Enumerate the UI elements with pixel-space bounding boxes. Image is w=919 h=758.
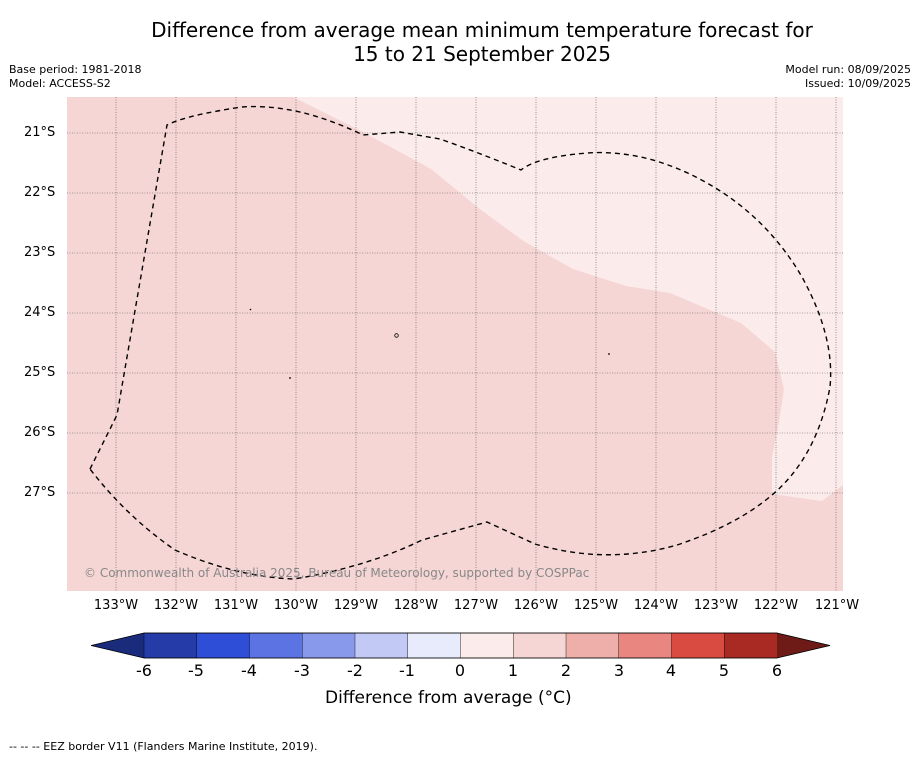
lon-label: 128°W <box>393 598 439 613</box>
colorbar-label: Difference from average (°C) <box>325 688 572 708</box>
meta-right: Model run: 08/09/2025 Issued: 10/09/2025 <box>785 63 911 91</box>
colorbar-cell <box>407 632 461 659</box>
colorbar-cell <box>671 632 725 659</box>
model-run: Model run: 08/09/2025 <box>785 63 911 76</box>
island-outline <box>394 333 399 338</box>
colorbar <box>91 632 831 659</box>
colorbar-cell <box>724 632 778 659</box>
colorbar-tick: 2 <box>560 661 572 680</box>
colorbar-cell <box>196 632 250 659</box>
colorbar-cell <box>618 632 672 659</box>
lon-label: 127°W <box>453 598 499 613</box>
map-canvas <box>67 97 843 591</box>
colorbar-tick: -1 <box>399 661 415 680</box>
issued-date: Issued: 10/09/2025 <box>804 77 911 90</box>
lon-label: 123°W <box>693 598 739 613</box>
colorbar-under-arrow <box>91 633 144 658</box>
lat-label: 21°S <box>24 125 56 140</box>
colorbar-cell <box>513 632 567 659</box>
colorbar-outline <box>91 632 831 659</box>
lat-label: 23°S <box>24 245 56 260</box>
lon-label: 130°W <box>273 598 319 613</box>
model-name: Model: ACCESS-S2 <box>9 77 111 90</box>
lon-label: 126°W <box>513 598 559 613</box>
colorbar-tick: -6 <box>136 661 152 680</box>
eez-border <box>89 105 832 580</box>
colorbar-cell <box>302 632 356 659</box>
title-line-2: 15 to 21 September 2025 <box>353 42 611 66</box>
lat-label: 24°S <box>24 305 56 320</box>
colorbar-cell <box>354 632 409 659</box>
island-dot <box>289 377 291 379</box>
title-line-1: Difference from average mean minimum tem… <box>151 18 813 42</box>
lat-label: 22°S <box>24 185 56 200</box>
gridlines <box>67 97 843 591</box>
colorbar-cells <box>143 632 778 659</box>
colorbar-tick: 0 <box>454 661 466 680</box>
colorbar-over-arrow <box>777 633 830 658</box>
lon-label: 129°W <box>333 598 379 613</box>
lat-label: 26°S <box>24 425 56 440</box>
colorbar-tick: -4 <box>241 661 257 680</box>
colorbar-tick: 3 <box>613 661 625 680</box>
colorbar-tick: 5 <box>718 661 730 680</box>
colorbar-cell <box>143 632 198 659</box>
island-dot <box>608 353 610 355</box>
anomaly-region-0-to-1 <box>237 97 843 501</box>
map-title: Difference from average mean minimum tem… <box>0 18 919 66</box>
colorbar-tick: -5 <box>188 661 204 680</box>
colorbar-cell <box>565 632 620 659</box>
lon-label: 125°W <box>573 598 619 613</box>
map-area <box>67 97 843 591</box>
lon-label: 131°W <box>213 598 259 613</box>
lat-label: 27°S <box>24 485 56 500</box>
meta-left: Base period: 1981-2018 Model: ACCESS-S2 <box>9 63 141 91</box>
colorbar-tick: -2 <box>347 661 363 680</box>
lon-label: 122°W <box>753 598 799 613</box>
copyright-notice: © Commonwealth of Australia 2025, Bureau… <box>84 566 590 580</box>
colorbar-tick: 1 <box>507 661 519 680</box>
lon-label: 121°W <box>814 598 860 613</box>
lon-label: 124°W <box>633 598 679 613</box>
colorbar-tick: 4 <box>665 661 677 680</box>
base-period: Base period: 1981-2018 <box>9 63 142 76</box>
colorbar-cell <box>249 632 303 659</box>
lat-label: 25°S <box>24 365 56 380</box>
colorbar-tick: 6 <box>771 661 783 680</box>
lon-label: 132°W <box>153 598 199 613</box>
colorbar-cell <box>460 632 514 659</box>
colorbar-tick: -3 <box>294 661 310 680</box>
island-dot <box>249 308 252 311</box>
eez-legend-note: -- -- -- EEZ border V11 (Flanders Marine… <box>9 740 318 753</box>
lon-label: 133°W <box>93 598 139 613</box>
